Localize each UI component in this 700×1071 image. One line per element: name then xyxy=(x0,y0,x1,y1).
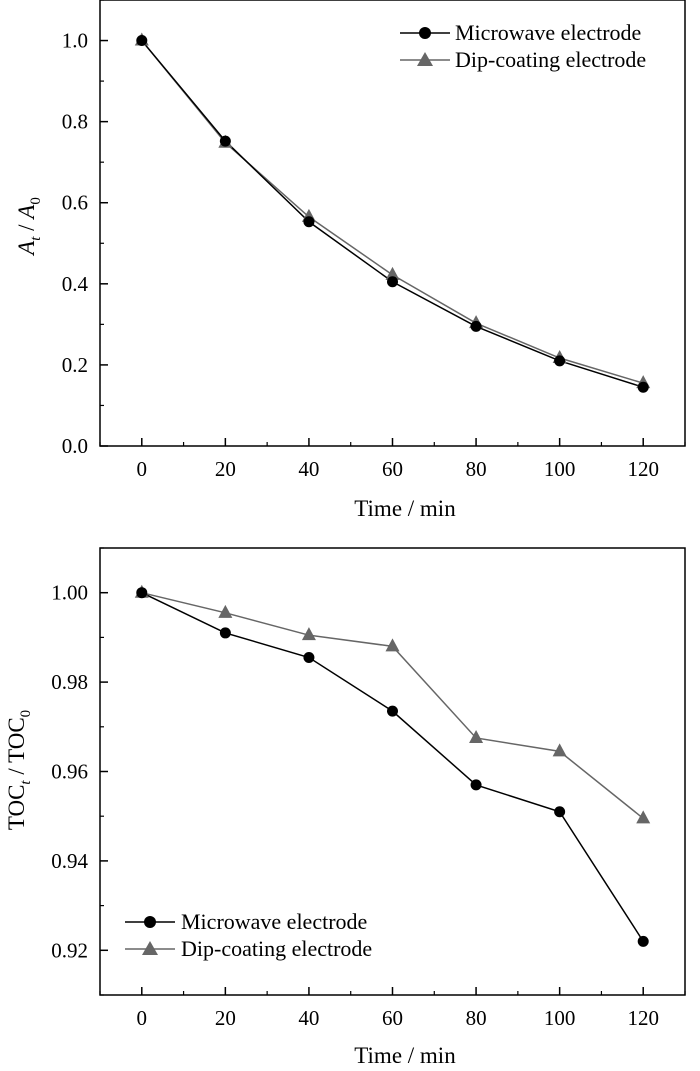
legend-marker-dipcoating xyxy=(417,52,433,66)
data-point-dipcoating xyxy=(385,266,400,280)
x-tick-label: 120 xyxy=(627,1006,659,1030)
x-axis: 0 20 40 60 80 100 120 xyxy=(99,438,686,481)
y-tick-label: 0.4 xyxy=(62,272,89,296)
x-tick-label: 0 xyxy=(137,1006,148,1030)
legend-label-microwave: Microwave electrode xyxy=(455,20,641,45)
data-point-dipcoating xyxy=(552,743,567,757)
legend-label-dipcoating: Dip-coating electrode xyxy=(455,47,646,72)
legend: Microwave electrode Dip-coating electrod… xyxy=(400,20,646,72)
y-tick-label: 1.0 xyxy=(62,29,88,53)
y-axis: 0.0 0.2 0.4 0.6 0.8 1.0 xyxy=(62,0,108,458)
data-point-microwave xyxy=(387,276,398,288)
data-point-dipcoating xyxy=(636,810,651,824)
data-point-microwave xyxy=(554,355,566,367)
y-axis-label: TOCt / TOC0 xyxy=(4,710,34,830)
y-tick-label: 0.98 xyxy=(51,670,88,694)
x-axis-label: Time / min xyxy=(354,496,456,521)
data-point-microwave xyxy=(136,587,148,599)
x-axis: 0 20 40 60 80 100 120 xyxy=(99,987,686,1030)
data-point-dipcoating xyxy=(469,729,484,743)
data-point-dipcoating xyxy=(301,627,316,641)
legend-label-dipcoating: Dip-coating electrode xyxy=(181,936,372,961)
y-tick-label: 0.94 xyxy=(51,849,88,873)
y-axis-label: At / A0 xyxy=(14,197,44,257)
data-point-microwave xyxy=(136,35,148,47)
series-points xyxy=(134,584,651,947)
series-line-dipcoating xyxy=(141,40,644,384)
chart-absorbance: 0.0 0.2 0.4 0.6 0.8 1.0 0 20 40 60 80 100 120 Time … xyxy=(14,0,686,521)
data-point-microwave xyxy=(637,935,649,947)
series-points xyxy=(134,32,651,393)
y-tick-label: 1.00 xyxy=(51,581,88,605)
y-tick-label: 0.6 xyxy=(62,191,88,215)
data-point-microwave xyxy=(303,652,315,664)
x-tick-label: 40 xyxy=(298,457,319,481)
legend: Microwave electrode Dip-coating electrod… xyxy=(125,909,372,961)
data-point-microwave xyxy=(470,779,482,791)
y-tick-label: 0.2 xyxy=(62,353,88,377)
data-point-dipcoating xyxy=(218,604,233,618)
x-tick-label: 120 xyxy=(627,457,659,481)
x-tick-label: 100 xyxy=(544,1006,576,1030)
y-tick-label: 0.0 xyxy=(62,434,88,458)
x-tick-label: 60 xyxy=(382,1006,403,1030)
data-point-microwave xyxy=(554,806,566,818)
x-tick-label: 20 xyxy=(215,457,236,481)
x-tick-label: 20 xyxy=(215,1006,236,1030)
y-axis: 0.92 0.94 0.96 0.98 1.00 xyxy=(51,547,108,996)
series-lines xyxy=(141,40,644,388)
data-point-dipcoating xyxy=(385,638,400,652)
x-tick-label: 0 xyxy=(137,457,148,481)
chart-toc: 0.92 0.94 0.96 0.98 1.00 0 20 40 60 80 100 120 Tim… xyxy=(4,547,686,1068)
x-tick-label: 40 xyxy=(298,1006,319,1030)
data-point-microwave xyxy=(637,381,649,393)
series-line-dipcoating xyxy=(141,591,644,820)
data-point-microwave xyxy=(387,705,398,717)
series-line-microwave xyxy=(141,40,644,388)
x-tick-label: 100 xyxy=(544,457,576,481)
data-point-microwave xyxy=(303,216,315,228)
legend-marker-microwave xyxy=(144,916,156,928)
data-point-microwave xyxy=(470,320,482,332)
data-point-microwave xyxy=(219,627,231,639)
y-tick-label: 0.92 xyxy=(51,938,88,962)
data-point-microwave xyxy=(219,135,231,147)
legend-marker-dipcoating xyxy=(142,941,158,955)
x-tick-label: 80 xyxy=(466,457,487,481)
y-tick-label: 0.8 xyxy=(62,110,88,134)
legend-label-microwave: Microwave electrode xyxy=(181,909,367,934)
x-axis-label: Time / min xyxy=(354,1043,456,1068)
x-tick-label: 60 xyxy=(382,457,403,481)
y-tick-label: 0.96 xyxy=(51,760,88,784)
x-tick-label: 80 xyxy=(466,1006,487,1030)
legend-marker-microwave xyxy=(419,27,431,39)
